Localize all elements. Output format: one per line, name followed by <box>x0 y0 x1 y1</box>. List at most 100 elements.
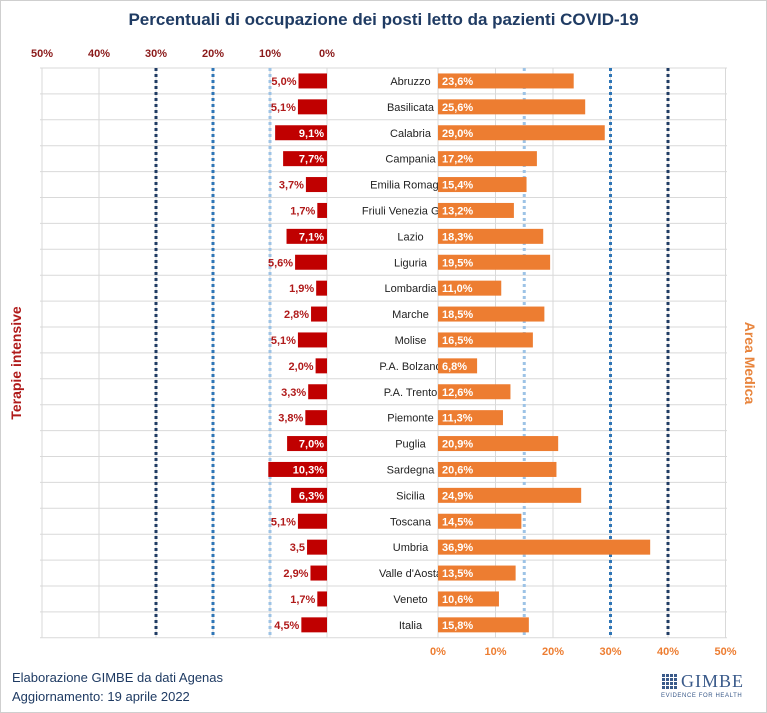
left-bar <box>297 513 327 529</box>
category-label: Sicilia <box>396 490 426 502</box>
chart-title: Percentuali di occupazione dei posti let… <box>128 10 639 29</box>
right-bar <box>438 202 514 218</box>
right-bar <box>438 358 478 374</box>
right-bar-label: 20,6% <box>442 464 473 476</box>
left-bar <box>316 280 327 296</box>
left-bar <box>317 202 327 218</box>
right-bar <box>438 539 651 555</box>
right-bar <box>438 228 544 244</box>
left-bar <box>268 461 327 477</box>
left-bar-label: 7,1% <box>299 231 324 243</box>
right-bar <box>438 306 545 322</box>
left-bar-label: 7,0% <box>299 439 324 451</box>
gimbe-logo: GIMBE EVIDENCE FOR HEALTH <box>661 671 757 699</box>
right-axis-tick: 10% <box>484 646 506 658</box>
logo-tagline: EVIDENCE FOR HEALTH <box>661 693 743 699</box>
category-label: Friuli Venezia Giulia <box>362 205 460 217</box>
left-bar-label: 5,1% <box>271 102 296 114</box>
right-bar <box>438 487 582 503</box>
right-bar <box>438 280 502 296</box>
right-bar <box>438 332 533 348</box>
right-axis-tick: 20% <box>542 646 564 658</box>
right-bar-label: 6,8% <box>442 361 467 373</box>
right-bar-label: 15,4% <box>442 180 473 192</box>
category-label: Emilia Romagna <box>370 180 452 192</box>
left-bar <box>317 591 327 607</box>
right-bar <box>438 461 557 477</box>
right-bar <box>438 565 516 581</box>
left-axis-tick: 20% <box>202 48 224 60</box>
right-bar-label: 20,9% <box>442 439 473 451</box>
left-axis-tick: 40% <box>88 48 110 60</box>
right-bar-label: 29,0% <box>442 128 473 140</box>
logo-mark-icon <box>661 673 677 690</box>
right-series-label: Area Medica <box>742 321 758 405</box>
left-bar-label: 3,8% <box>278 413 303 425</box>
category-label: Lazio <box>397 231 423 243</box>
left-bar-label: 7,7% <box>299 154 324 166</box>
right-bar <box>438 125 605 141</box>
left-bar-label: 5,1% <box>271 516 296 528</box>
right-bar-label: 13,5% <box>442 568 473 580</box>
left-axis-tick: 0% <box>319 48 335 60</box>
left-bar <box>305 177 327 193</box>
right-bar <box>438 513 522 529</box>
category-label: Molise <box>395 335 427 347</box>
left-series-label: Terapie intensive <box>8 306 24 420</box>
right-bar <box>438 591 499 607</box>
left-bar <box>275 125 327 141</box>
right-bar-label: 12,6% <box>442 387 473 399</box>
right-bar-label: 11,0% <box>442 283 473 295</box>
right-bar-label: 11,3% <box>442 413 473 425</box>
left-axis-tick: 10% <box>259 48 281 60</box>
right-bar-label: 13,2% <box>442 205 473 217</box>
right-bar-label: 18,3% <box>442 231 473 243</box>
category-label: Sardegna <box>387 464 436 476</box>
left-bar-label: 2,9% <box>283 568 308 580</box>
right-bar-label: 24,9% <box>442 490 473 502</box>
left-bar <box>301 617 327 633</box>
left-bar-label: 1,7% <box>290 205 315 217</box>
left-bar <box>287 436 327 452</box>
footer-update: Aggiornamento: 19 aprile 2022 <box>12 689 190 704</box>
right-bar-label: 19,5% <box>442 257 473 269</box>
left-bar-label: 6,3% <box>299 490 324 502</box>
right-bar <box>438 99 586 115</box>
left-bar-label: 3,7% <box>279 180 304 192</box>
right-bar-label: 36,9% <box>442 542 473 554</box>
category-label: Campania <box>385 154 436 166</box>
category-label: Umbria <box>393 542 429 554</box>
logo-name: GIMBE <box>681 671 744 691</box>
left-bar-label: 1,7% <box>290 594 315 606</box>
left-bar <box>298 73 327 89</box>
category-label: Liguria <box>394 257 428 269</box>
left-bar-label: 9,1% <box>299 128 324 140</box>
category-label: Puglia <box>395 439 426 451</box>
right-axis-tick: 0% <box>430 646 446 658</box>
category-label: Veneto <box>393 594 427 606</box>
right-bar <box>438 254 551 270</box>
right-axis-tick: 30% <box>599 646 621 658</box>
category-label: Basilicata <box>387 102 435 114</box>
left-bar-label: 2,0% <box>289 361 314 373</box>
right-bar-label: 18,5% <box>442 309 473 321</box>
left-bar <box>310 565 327 581</box>
right-bar <box>438 73 574 89</box>
category-label: Toscana <box>390 516 432 528</box>
left-bar <box>311 306 327 322</box>
right-bar-label: 23,6% <box>442 76 473 88</box>
right-bar <box>438 410 503 426</box>
category-label: P.A. Bolzano <box>379 361 441 373</box>
category-label: P.A. Trento <box>384 387 438 399</box>
right-bar-label: 15,8% <box>442 620 473 632</box>
category-label: Lombardia <box>385 283 438 295</box>
right-bar-label: 14,5% <box>442 516 473 528</box>
left-bar <box>283 151 327 167</box>
right-bar <box>438 151 537 167</box>
left-bar <box>297 332 327 348</box>
right-bar-label: 17,2% <box>442 154 473 166</box>
right-axis-tick: 40% <box>657 646 679 658</box>
left-bar <box>295 254 327 270</box>
right-bar <box>438 177 527 193</box>
